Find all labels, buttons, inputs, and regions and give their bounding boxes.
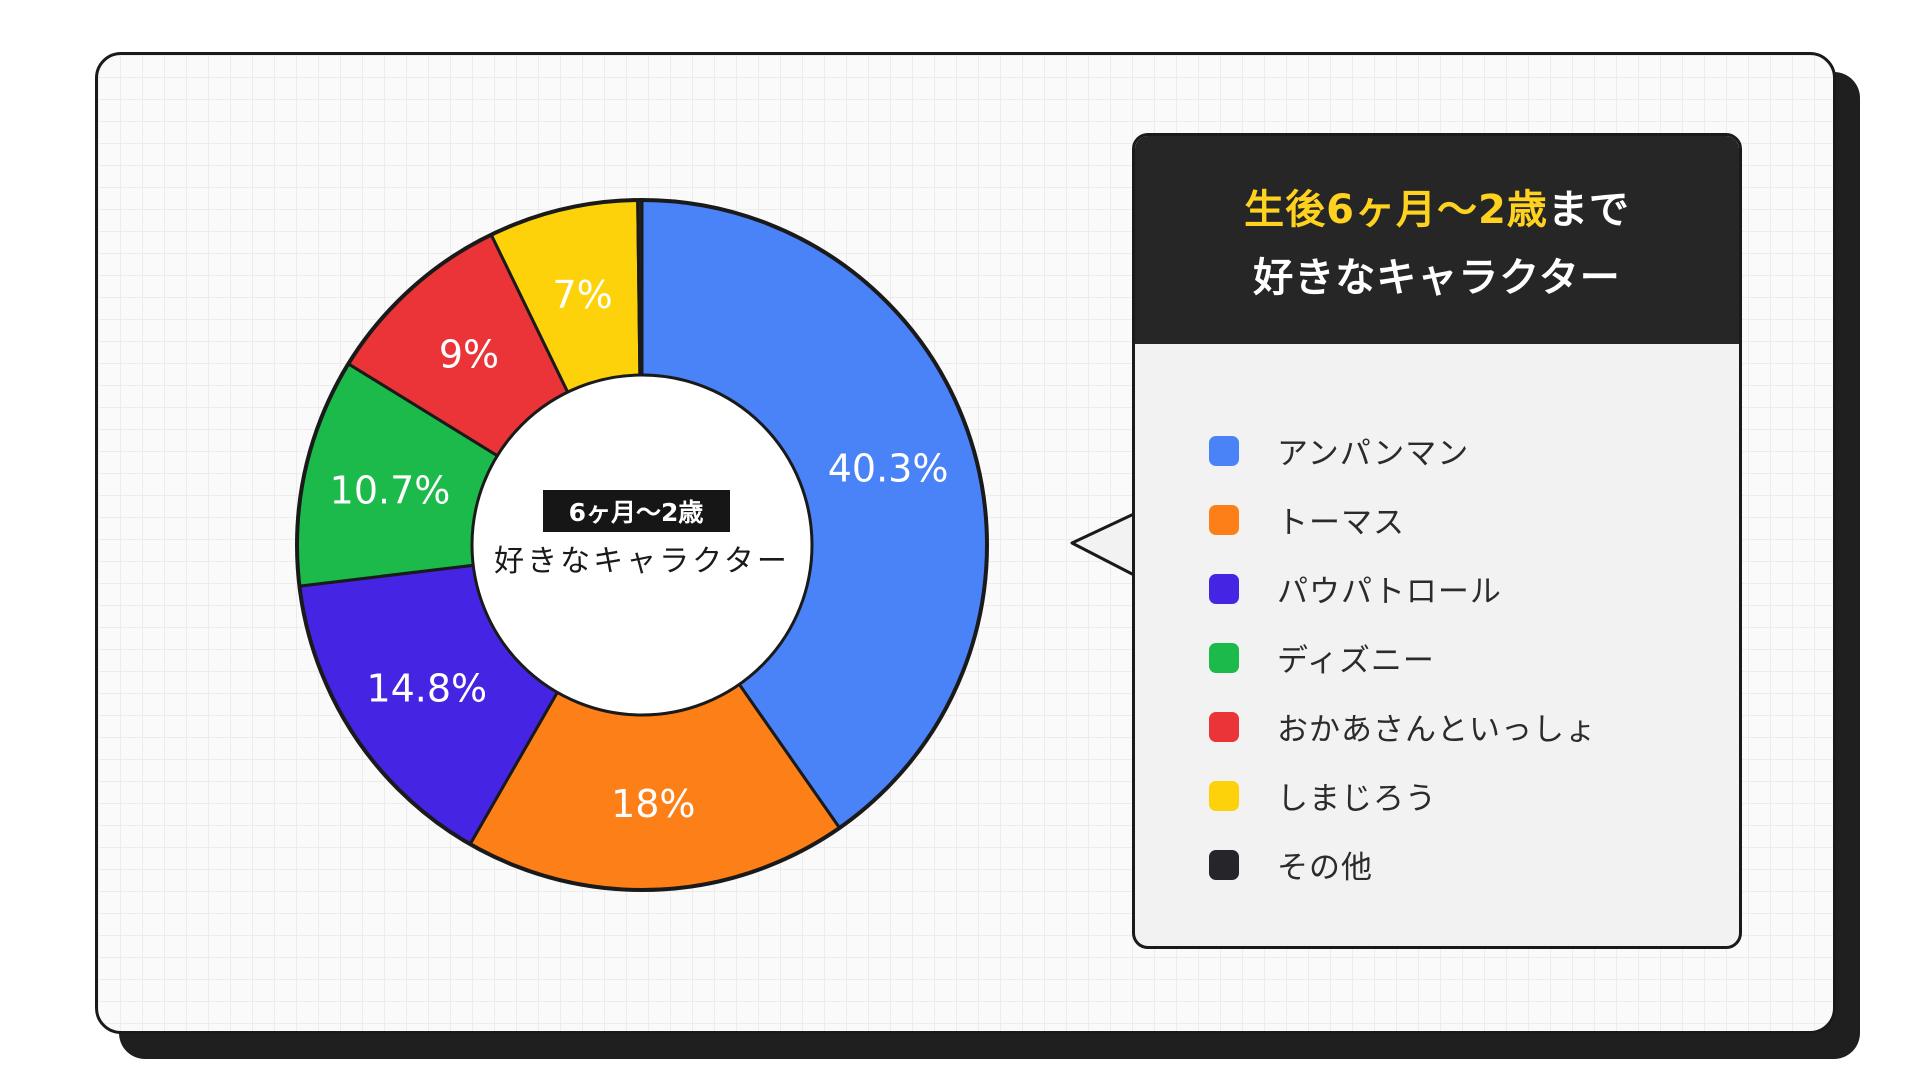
legend-label: パウパトロール xyxy=(1277,574,1502,610)
donut-hole xyxy=(470,373,814,717)
legend-list: アンパンマン トーマスパウパトロール ディズニーおかあさんといっしょ しまじろうその他 xyxy=(1135,344,1739,899)
legend-swatch xyxy=(1209,711,1239,742)
legend-label: ディズニー xyxy=(1277,643,1435,679)
legend-label: おかあさんといっしょ xyxy=(1277,712,1597,748)
legend-swatch xyxy=(1209,780,1239,811)
legend-item: パウパトロール xyxy=(1209,554,1739,623)
slice-data-label: 9% xyxy=(439,333,499,377)
legend-header: 生後6ヶ月〜2歳まで 好きなキャラクター xyxy=(1135,136,1739,344)
legend-label: その他 xyxy=(1277,850,1373,886)
legend-item: その他 xyxy=(1209,830,1739,899)
legend-swatch xyxy=(1209,504,1239,535)
slice-data-label: 18% xyxy=(611,782,695,826)
legend-swatch xyxy=(1209,435,1239,466)
center-badge-bg xyxy=(543,490,730,532)
legend-swatch xyxy=(1209,573,1239,604)
legend-swatch xyxy=(1209,642,1239,673)
slice-data-label: 40.3% xyxy=(828,447,949,491)
legend-item: ディズニー xyxy=(1209,623,1739,692)
center-badge-text: 6ヶ月〜2歳 xyxy=(569,498,704,527)
legend-item: トーマス xyxy=(1209,485,1739,554)
slice-data-label: 14.8% xyxy=(366,666,487,710)
legend-item: しまじろう xyxy=(1209,761,1739,830)
legend-label: トーマス xyxy=(1277,505,1405,541)
legend-title-rest: まで xyxy=(1547,187,1630,233)
donut-outline xyxy=(295,198,989,892)
center-caption: 好きなキャラクター xyxy=(494,544,790,579)
legend-title-line1: 生後6ヶ月〜2歳まで xyxy=(1244,177,1630,235)
legend-label: しまじろう xyxy=(1277,781,1437,817)
legend-label: アンパンマン xyxy=(1277,436,1470,472)
legend-panel: 生後6ヶ月〜2歳まで 好きなキャラクター アンパンマン トーマスパウパトロール ディ… xyxy=(1132,133,1742,949)
slice-data-label: 7% xyxy=(552,273,612,317)
donut-slice-labels: 40.3% 18% 14.8% 10.7% 9% 7% xyxy=(330,273,949,826)
slice-data-label: 10.7% xyxy=(330,469,451,513)
legend-swatch xyxy=(1209,849,1239,880)
legend-item: おかあさんといっしょ xyxy=(1209,692,1739,761)
legend-title-line2: 好きなキャラクター xyxy=(1253,255,1621,301)
legend-title-accent: 生後6ヶ月〜2歳 xyxy=(1244,187,1548,233)
legend-item: アンパンマン xyxy=(1209,416,1739,485)
